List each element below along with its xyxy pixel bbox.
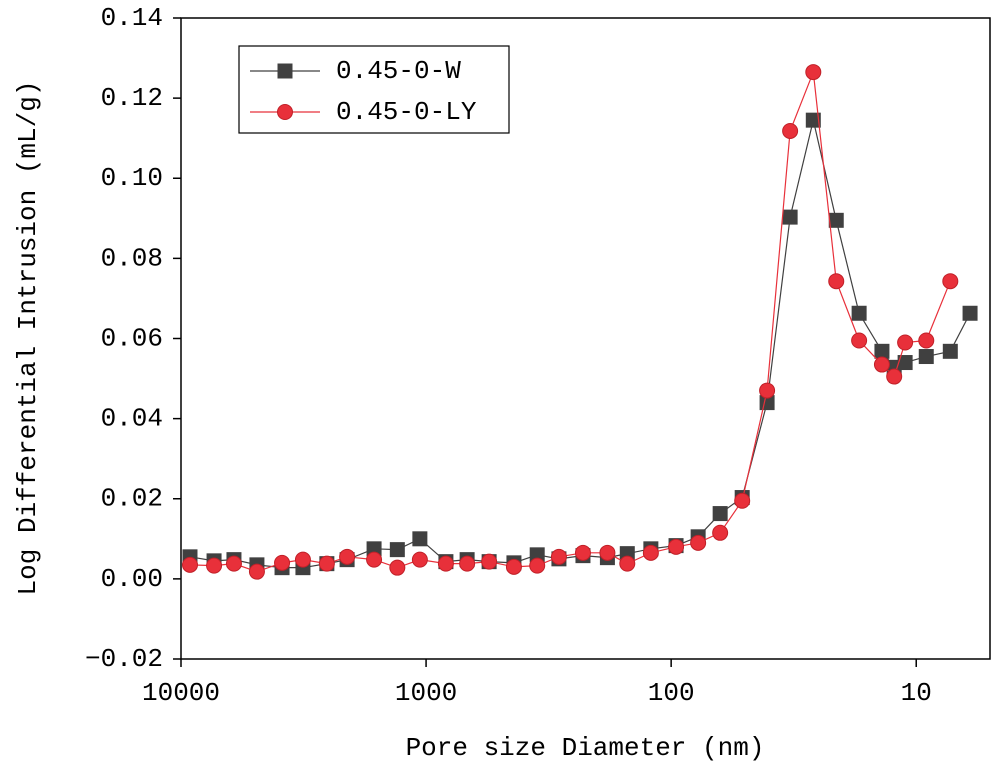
marker xyxy=(294,551,311,568)
marker xyxy=(897,334,914,351)
marker xyxy=(412,531,428,547)
marker xyxy=(828,212,844,228)
marker xyxy=(874,343,890,359)
marker xyxy=(873,356,890,373)
marker xyxy=(712,524,729,541)
marker xyxy=(277,104,293,120)
y-axis-label: Log Differential Intrusion (mL/g) xyxy=(13,81,43,596)
marker xyxy=(851,332,868,349)
marker xyxy=(642,544,659,561)
marker xyxy=(389,559,406,576)
y-tick-label: −0.02 xyxy=(85,644,163,674)
marker xyxy=(248,563,265,580)
marker xyxy=(206,557,223,574)
marker xyxy=(918,332,935,349)
x-axis-label: Pore size Diameter (nm) xyxy=(406,733,765,763)
legend-label: 0.45-0-W xyxy=(336,56,461,86)
marker xyxy=(668,538,685,555)
marker xyxy=(505,558,522,575)
x-tick-label: 10000 xyxy=(142,678,220,708)
marker xyxy=(318,555,335,572)
marker xyxy=(225,555,242,572)
x-tick-label: 1000 xyxy=(395,678,457,708)
marker xyxy=(389,542,405,558)
y-tick-label: 0.12 xyxy=(101,83,163,113)
marker xyxy=(918,349,934,365)
y-tick-label: 0.14 xyxy=(101,3,163,33)
legend-label: 0.45-0-LY xyxy=(336,97,477,127)
y-tick-label: 0.10 xyxy=(101,163,163,193)
marker xyxy=(759,382,776,399)
y-tick-label: 0.02 xyxy=(101,484,163,514)
series-line xyxy=(189,71,951,573)
marker xyxy=(481,553,498,570)
y-tick-label: 0.00 xyxy=(101,564,163,594)
marker xyxy=(782,209,798,225)
marker xyxy=(459,555,476,572)
marker xyxy=(619,555,636,572)
marker xyxy=(805,112,821,128)
marker xyxy=(942,273,959,290)
marker xyxy=(782,122,799,139)
x-tick-label: 10 xyxy=(901,678,932,708)
marker xyxy=(339,548,356,565)
marker xyxy=(962,305,978,321)
x-tick-label: 100 xyxy=(648,678,695,708)
marker xyxy=(886,368,903,385)
marker xyxy=(599,544,616,561)
marker xyxy=(411,551,428,568)
marker xyxy=(437,555,454,572)
marker xyxy=(942,343,958,359)
marker xyxy=(529,557,546,574)
marker xyxy=(805,64,822,81)
y-tick-label: 0.06 xyxy=(101,323,163,353)
marker xyxy=(550,548,567,565)
marker xyxy=(277,63,293,79)
marker xyxy=(851,305,867,321)
marker xyxy=(828,273,845,290)
y-tick-label: 0.08 xyxy=(101,243,163,273)
marker xyxy=(734,492,751,509)
y-tick-label: 0.04 xyxy=(101,404,163,434)
marker xyxy=(574,544,591,561)
marker xyxy=(712,506,728,522)
marker xyxy=(274,554,291,571)
marker xyxy=(366,551,383,568)
marker xyxy=(181,556,198,573)
marker xyxy=(690,534,707,551)
